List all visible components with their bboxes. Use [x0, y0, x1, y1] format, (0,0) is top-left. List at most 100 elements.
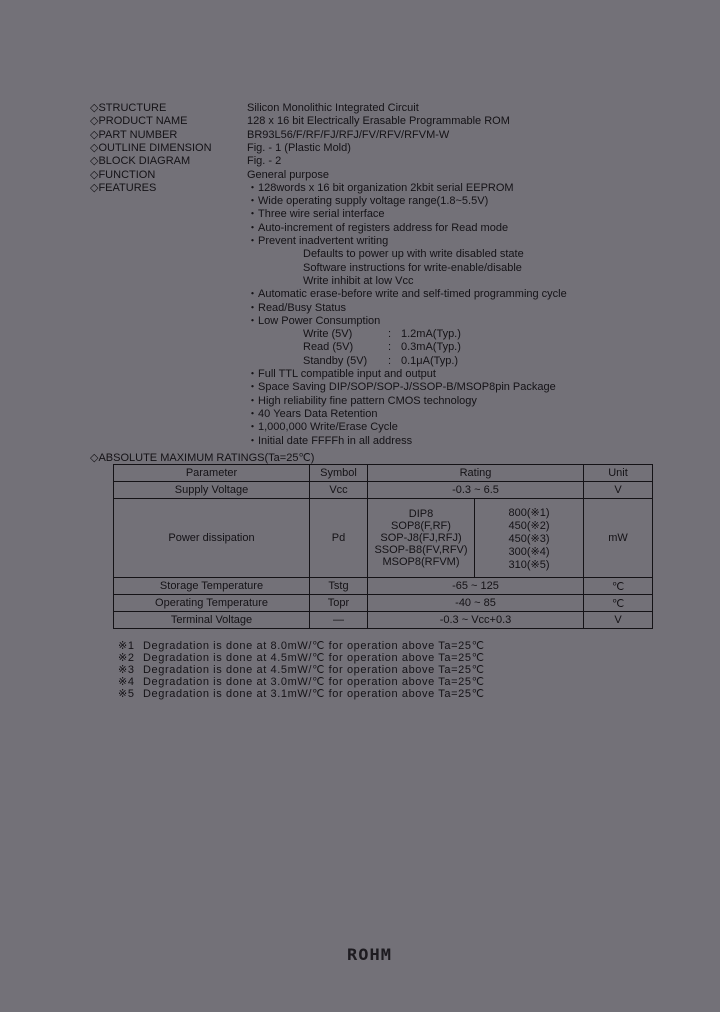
- header-unit: Unit: [583, 464, 653, 482]
- feature-item: ・Space Saving DIP/SOP/SOP-J/SSOP-B/MSOP8…: [247, 381, 556, 394]
- feature-item: ・Automatic erase-before write and self-t…: [247, 288, 567, 301]
- cell: Power dissipation: [113, 498, 310, 578]
- feature-item: ・Initial date FFFFh in all address: [247, 434, 413, 447]
- table-row: Power dissipation Pd DIP8 SOP8(F,RF) SOP-J…: [113, 498, 653, 578]
- footnote: ※5 Degradation is done at 3.1mW/℃ for ope…: [118, 688, 485, 700]
- feature-subitem: Defaults to power up with write disabled…: [303, 248, 524, 261]
- spec-value: BR93L56/F/RF/FJ/RFJ/FV/RFV/RFVM-W: [247, 128, 450, 141]
- power-value: 0.3mA(Typ.): [401, 341, 461, 354]
- cell: V: [583, 481, 653, 499]
- spec-label: ◇OUTLINE DIMENSION: [90, 141, 212, 154]
- spec-label: ◇FUNCTION: [90, 168, 156, 181]
- header-rating: Rating: [367, 464, 584, 482]
- feature-item: ・Low Power Consumption: [247, 314, 381, 327]
- footnote-mark: ※4: [118, 676, 135, 688]
- package-name: SOP-J8(FJ,RFJ): [380, 532, 462, 544]
- feature-item: ・1,000,000 Write/Erase Cycle: [247, 421, 398, 434]
- feature-subitem: Write inhibit at low Vcc: [303, 274, 414, 287]
- table-row: Storage Temperature Tstg -65 ~ 125 ℃: [113, 577, 653, 595]
- spec-value: Fig. - 2: [247, 155, 282, 168]
- absolute-maximum-ratings-table: Parameter Symbol Rating Unit Supply Volt…: [113, 464, 653, 629]
- footnote-text: Degradation is done at 3.0mW/℃ for opera…: [143, 676, 485, 688]
- spec-label: ◇PRODUCT NAME: [90, 115, 188, 128]
- package-rating: 300(※4): [508, 545, 550, 558]
- spec-value: Fig. - 1 (Plastic Mold): [247, 141, 351, 154]
- package-name: SOP8(F,RF): [391, 520, 451, 532]
- footnote-mark: ※3: [118, 664, 135, 676]
- spec-label: ◇STRUCTURE: [90, 102, 167, 114]
- header-symbol: Symbol: [309, 464, 368, 482]
- power-value: 0.1μA(Typ.): [401, 354, 459, 367]
- footnote: ※3 Degradation is done at 4.5mW/℃ for ope…: [118, 664, 485, 676]
- package-name: SSOP-B8(FV,RFV): [374, 544, 468, 556]
- rohm-logo: ROHM: [347, 945, 392, 965]
- cell: V: [583, 611, 653, 629]
- feature-item: ・Auto-increment of registers address for…: [247, 221, 509, 234]
- package-name: MSOP8(RFVM): [382, 556, 460, 568]
- colon: :: [388, 328, 392, 341]
- feature-item: ・Full TTL compatible input and output: [247, 368, 436, 380]
- power-rating-cell: DIP8 SOP8(F,RF) SOP-J8(FJ,RFJ) SSOP-B8(FV,R…: [367, 498, 584, 578]
- package-rating: 800(※1): [508, 506, 550, 519]
- feature-subitem: Software instructions for write-enable/d…: [303, 261, 522, 274]
- cell: Operating Temperature: [113, 594, 310, 612]
- cell: Pd: [309, 498, 368, 578]
- footnote: ※4 Degradation is done at 3.0mW/℃ for ope…: [118, 676, 485, 688]
- footnote: ※1 Degradation is done at 8.0mW/℃ for ope…: [118, 640, 485, 652]
- spec-value: 128 x 16 bit Electrically Erasable Progr…: [247, 115, 510, 128]
- cell: -0.3 ~ 6.5: [367, 481, 584, 499]
- footnote: ※2 Degradation is done at 4.5mW/℃ for ope…: [118, 652, 485, 664]
- power-mode: Read (5V): [303, 341, 354, 354]
- feature-item: ・Prevent inadvertent writing: [247, 235, 389, 247]
- colon: :: [388, 341, 392, 354]
- spec-label: ◇BLOCK DIAGRAM: [90, 155, 191, 168]
- package-column: DIP8 SOP8(F,RF) SOP-J8(FJ,RFJ) SSOP-B8(FV,R…: [368, 499, 475, 577]
- table-row: Terminal Voltage — -0.3 ~ Vcc+0.3 V: [113, 611, 653, 629]
- footnote-text: Degradation is done at 4.5mW/℃ for opera…: [143, 652, 485, 664]
- cell: -0.3 ~ Vcc+0.3: [367, 611, 584, 629]
- footnote-text: Degradation is done at 4.5mW/℃ for opera…: [143, 664, 485, 676]
- table-row: Operating Temperature Topr -40 ~ 85 ℃: [113, 594, 653, 612]
- cell: Supply Voltage: [113, 481, 310, 499]
- cell: -65 ~ 125: [367, 577, 584, 595]
- cell: -40 ~ 85: [367, 594, 584, 612]
- footnote-text: Degradation is done at 3.1mW/℃ for opera…: [143, 688, 485, 700]
- package-rating: 450(※2): [508, 519, 550, 532]
- cell: ℃: [583, 594, 653, 612]
- package-rating: 450(※3): [508, 532, 550, 545]
- ratings-title: ◇ABSOLUTE MAXIMUM RATINGS(Ta=25℃): [90, 452, 315, 464]
- header-parameter: Parameter: [113, 464, 310, 482]
- feature-item: ・40 Years Data Retention: [247, 407, 378, 420]
- feature-item: ・Three wire serial interface: [247, 208, 385, 221]
- colon: :: [388, 354, 392, 367]
- table-header-row: Parameter Symbol Rating Unit: [113, 464, 653, 482]
- footnote-mark: ※5: [118, 688, 135, 700]
- cell: —: [309, 611, 368, 629]
- footnote-mark: ※2: [118, 652, 135, 664]
- footnote-mark: ※1: [118, 640, 135, 652]
- power-mode: Standby (5V): [303, 354, 368, 367]
- cell: ℃: [583, 577, 653, 595]
- power-value: 1.2mA(Typ.): [401, 328, 461, 341]
- table-row: Supply Voltage Vcc -0.3 ~ 6.5 V: [113, 481, 653, 499]
- footnote-text: Degradation is done at 8.0mW/℃ for opera…: [143, 640, 485, 652]
- package-rating: 310(※5): [508, 558, 550, 571]
- power-mode: Write (5V): [303, 328, 353, 341]
- footnotes: ※1 Degradation is done at 8.0mW/℃ for ope…: [118, 640, 485, 700]
- package-name: DIP8: [408, 508, 434, 520]
- cell: Tstg: [309, 577, 368, 595]
- spec-value: Silicon Monolithic Integrated Circuit: [247, 102, 419, 114]
- value-column: 800(※1) 450(※2) 450(※3) 300(※4) 310(※5): [475, 499, 583, 577]
- cell: Terminal Voltage: [113, 611, 310, 629]
- cell: mW: [583, 498, 653, 578]
- spec-value: ・128words x 16 bit organization 2kbit se…: [247, 181, 514, 194]
- spec-value: General purpose: [247, 168, 329, 181]
- feature-item: ・High reliability fine pattern CMOS tech…: [247, 394, 477, 407]
- spec-label: ◇FEATURES: [90, 181, 157, 194]
- feature-item: ・Wide operating supply voltage range(1.8…: [247, 195, 489, 208]
- cell: Topr: [309, 594, 368, 612]
- cell: Vcc: [309, 481, 368, 499]
- cell: Storage Temperature: [113, 577, 310, 595]
- feature-item: ・Read/Busy Status: [247, 301, 347, 314]
- spec-label: ◇PART NUMBER: [90, 128, 178, 141]
